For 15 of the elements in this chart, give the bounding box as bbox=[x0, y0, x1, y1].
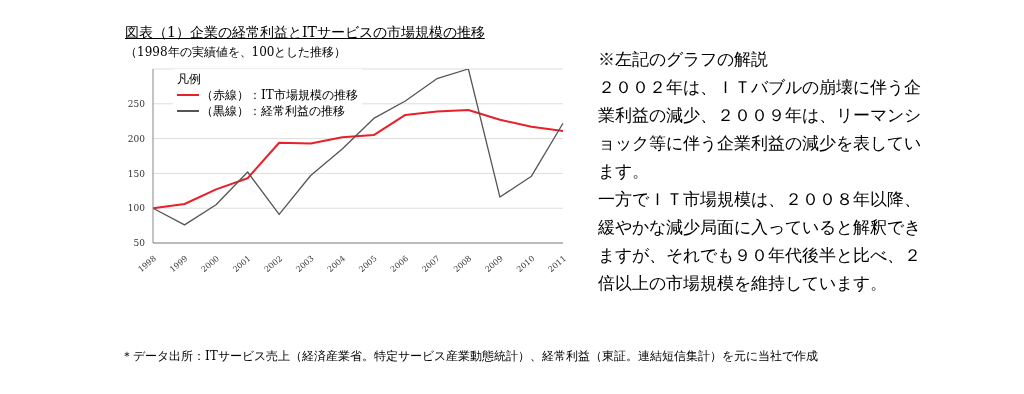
y-tick-label: 150 bbox=[127, 168, 146, 179]
y-tick-label: 200 bbox=[127, 133, 146, 144]
chart-subtitle: （1998年の実績値を、100とした推移） bbox=[125, 44, 348, 61]
text: ２００２年は、ＩＴバブルの崩壊に伴う企業利益の減少、２００９年は、リーマンショック等に伴う企業利益の減少を表しています。 bbox=[598, 77, 922, 183]
y-tick-label: 50 bbox=[133, 238, 146, 249]
legend-label: （赤線）：IT市場規模の推移 bbox=[201, 87, 358, 103]
y-tick-label: 100 bbox=[127, 203, 146, 214]
text: ＊データ出所：ITサービス売上（経済産業省。特定サービス産業動態統計）、経常利益（東証。連結短信集計）を元に当社で作成 bbox=[121, 348, 818, 365]
text: ※左記のグラフの解説 bbox=[598, 49, 769, 71]
text: 一方でＩＴ市場規模は、２００８年以降、緩やかな減少局面に入っていると解釈できますが、それでも９０年代後半と比べ、２倍以上の市場規模を維持しています。 bbox=[598, 189, 922, 295]
legend-title: 凡例 bbox=[177, 71, 202, 87]
legend-label: （黒線）：経常利益の推移 bbox=[201, 103, 345, 119]
line-series bbox=[152, 69, 564, 226]
y-tick-label: 250 bbox=[127, 98, 146, 109]
chart-title: 図表（1）企業の経常利益とITサービスの市場規模の推移 bbox=[125, 24, 486, 42]
